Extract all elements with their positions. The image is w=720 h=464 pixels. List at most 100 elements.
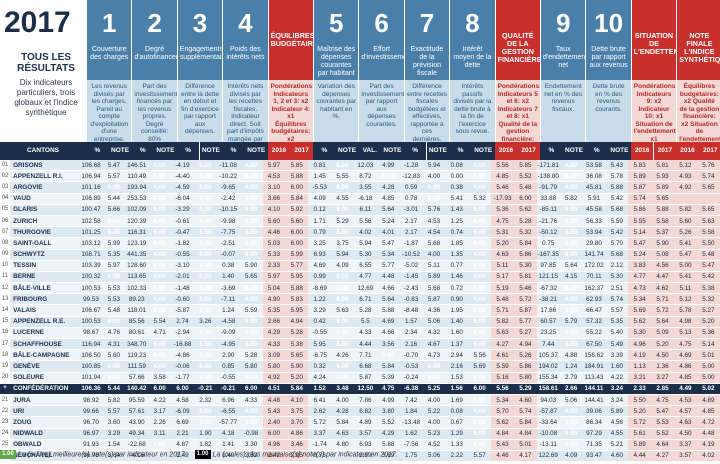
table-cell: 1.37 <box>445 338 469 351</box>
table-cell: 5.68 <box>605 249 629 261</box>
table-cell: 6.00 <box>468 394 492 407</box>
table-cell: 3.30 <box>239 439 263 451</box>
table-cell: 116.94 <box>79 338 103 351</box>
rank: 21 <box>0 394 11 407</box>
table-cell: 105.37 <box>536 349 560 362</box>
table-cell: 6.00 <box>102 226 126 239</box>
table-cell: 3.17 <box>148 405 172 418</box>
table-cell: 4.00 <box>422 394 446 407</box>
rank: 22 <box>0 405 11 418</box>
table-cell: 5.36 <box>696 327 720 340</box>
table-cell: 3.69 <box>376 450 400 463</box>
table-cell: -85.11 <box>536 204 560 216</box>
table-cell: 4.01 <box>376 226 400 239</box>
table-cell: 3.56 <box>376 338 400 351</box>
table-cell: 4.09 <box>308 193 332 205</box>
table-cell: 116.31 <box>125 226 149 239</box>
canton-name: JURA <box>10 394 80 407</box>
table-cell: 6.96 <box>216 394 240 407</box>
table-cell: 5.87 <box>422 293 446 306</box>
indicator-number: 1 <box>101 8 117 38</box>
table-cell: 6.00 <box>559 304 583 317</box>
year-title: 2017 <box>4 6 71 39</box>
confederation-row: + CONFÉDÉRATION 106.36 5.44 140.42 6.00 6.00 -0… <box>0 383 720 395</box>
table-cell: 5.27 <box>513 327 537 340</box>
table-cell: 6.93 <box>308 249 332 261</box>
table-cell: 5.84 <box>331 416 354 429</box>
table-cell: 86.34 <box>582 416 606 429</box>
table-cell: 4.58 <box>171 394 194 407</box>
table-row: 01 GRISONS 106.68 5.47 146.51 6.00 -4.19 6.00 -1… <box>0 160 720 172</box>
table-cell: -6.04 <box>171 193 194 205</box>
table-cell: -3.01 <box>399 204 423 216</box>
table-cell: 4.96 <box>262 439 286 451</box>
table-cell: 70.11 <box>582 271 606 284</box>
indicator-description: Pondérations: Indicateurs 5 et 6: x2 Ind… <box>495 80 541 150</box>
table-cell: 2.42 <box>262 450 286 463</box>
table-cell: 5.42 <box>605 193 629 205</box>
table-cell: 1.45 <box>308 170 332 183</box>
table-cell: 0.90 <box>445 293 469 306</box>
table-cell: 5.97 <box>102 260 126 272</box>
table-cell: 5.88 <box>651 204 674 216</box>
table-cell: 6.00 <box>148 181 172 194</box>
table-cell: 5.95 <box>308 338 332 351</box>
table-cell: 5.91 <box>582 193 606 205</box>
table-cell: 4.00 <box>422 416 446 429</box>
table-cell: 4.00 <box>422 170 446 183</box>
table-cell: 4.72 <box>696 416 720 429</box>
table-cell: 4.86 <box>285 428 309 440</box>
table-cell: 0.99 <box>308 271 332 284</box>
table-cell: 5.65 <box>239 271 263 284</box>
table-cell: 3.55 <box>353 181 377 194</box>
indicator-title: Maîtrise des dépenses courantes par habi… <box>317 46 356 77</box>
table-cell: 6.00 <box>239 237 263 250</box>
table-cell: 5.87 <box>628 181 652 194</box>
table-cell: 146.51 <box>125 160 149 172</box>
table-cell: 4.69 <box>308 260 332 272</box>
table-cell: 5.25 <box>422 383 446 395</box>
table-cell: 5.76 <box>422 204 446 216</box>
canton-name: FRIBOURG <box>10 293 80 306</box>
column-subheader: 2016 <box>630 142 654 160</box>
table-cell: 0.75 <box>536 237 560 250</box>
table-cell: 4.47 <box>651 271 674 284</box>
table-cell: 5.84 <box>513 416 537 429</box>
table-cell: 6.00 <box>468 204 492 216</box>
rank: 01 <box>0 160 11 172</box>
table-cell: -6.75 <box>308 349 332 362</box>
table-cell: 80.61 <box>125 327 149 340</box>
table-cell: 3.26 <box>193 316 217 328</box>
rank: 06 <box>0 215 11 228</box>
table-cell: 4.27 <box>651 450 674 463</box>
table-cell: 6.00 <box>148 338 172 351</box>
table-cell: 4.99 <box>376 160 400 172</box>
table-cell: 6.00 <box>171 383 194 395</box>
table-cell: 5.00 <box>696 372 720 384</box>
table-cell: 4.36 <box>422 304 446 317</box>
table-cell: 4.44 <box>628 450 652 463</box>
table-cell: 2.21 <box>171 428 194 440</box>
table-cell: 5.36 <box>491 204 514 216</box>
indicator-description: Endettement net en % des revenus fiscaux… <box>541 80 586 142</box>
column-subheader: 2017 <box>517 142 540 160</box>
table-cell: 6.00 <box>513 193 537 205</box>
table-cell: 89.23 <box>125 293 149 306</box>
table-cell: 1.24 <box>216 304 240 317</box>
table-cell: -3.10 <box>171 260 194 272</box>
table-cell: 5.27 <box>696 304 720 317</box>
canton-name: GENÈVE <box>10 360 80 373</box>
table-cell: 253.53 <box>125 193 149 205</box>
indicator-title: Engagements supplémentaires <box>179 46 232 61</box>
table-cell: -6.18 <box>353 193 377 205</box>
table-cell: 4.60 <box>513 394 537 407</box>
indicator-title: SITUATION DE L'ENDETTEMENT <box>633 31 694 56</box>
table-cell: 5.57 <box>605 304 629 317</box>
table-cell: 4.73 <box>422 349 446 362</box>
indicator-title: QUALITÉ DE LA GESTION FINANCIÈRE <box>497 31 542 64</box>
table-cell: 4.02 <box>353 226 377 239</box>
table-cell: 110.49 <box>125 170 149 183</box>
column-subheader: 2016 <box>494 142 518 160</box>
table-cell: 6.00 <box>468 170 492 183</box>
